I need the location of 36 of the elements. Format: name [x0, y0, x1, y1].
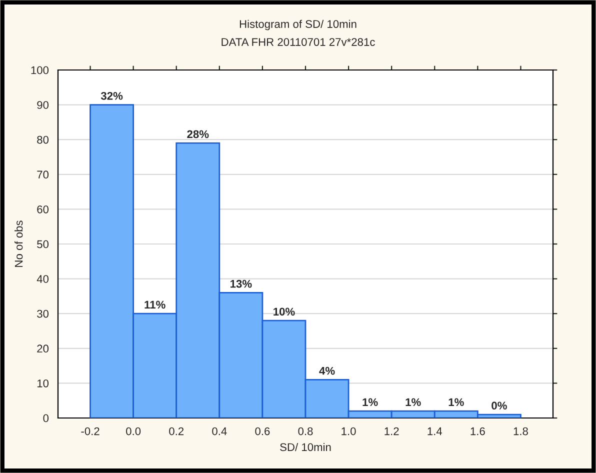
annotation: 1% — [448, 398, 464, 406]
chart-subtitle: DATA FHR 20110701 27v*281c — [222, 38, 375, 46]
x-tick-label: 1.2 — [384, 427, 399, 436]
x-tick-label: 1.6 — [470, 427, 485, 436]
x-tick-label: 1.4 — [428, 427, 442, 436]
y-tick-label: 80 — [37, 136, 49, 144]
x-tick-label: -0.2 — [81, 427, 100, 436]
annotation: 13% — [230, 280, 252, 288]
y-tick-label: 90 — [37, 101, 49, 109]
x-tick-label: 0.4 — [212, 427, 227, 436]
y-tick-label: 0 — [43, 414, 49, 422]
y-axis-title: No of obs — [14, 220, 23, 267]
annotation: 4% — [319, 366, 335, 375]
annotation: 10% — [274, 308, 295, 316]
y-tick-label: 30 — [37, 310, 49, 318]
x-tick-label: 0.6 — [255, 427, 270, 436]
y-tick-label: 50 — [37, 240, 49, 248]
x-tick-label: 0.0 — [126, 427, 141, 436]
x-tick-label: 0.2 — [169, 427, 184, 436]
annotation: 28% — [187, 130, 209, 138]
y-tick-label: 60 — [37, 205, 49, 214]
x-tick-label: 1.0 — [342, 427, 356, 436]
x-tick-label: 1.8 — [514, 427, 528, 436]
annotation: 1% — [362, 398, 378, 406]
annotation: 1% — [406, 398, 421, 406]
chart-title: Histogram of SD/ 10min — [240, 20, 356, 30]
annotation: 0% — [492, 402, 507, 410]
y-tick-label: 20 — [37, 344, 49, 353]
y-tick-label: 40 — [36, 275, 49, 283]
annotation: 11% — [144, 300, 166, 309]
y-tick-label: 10 — [37, 379, 49, 388]
annotation: 32% — [100, 92, 123, 100]
y-tick-label: 100 — [31, 66, 49, 74]
x-axis-title: SD/ 10min — [280, 442, 331, 452]
y-tick-label: 70 — [37, 170, 49, 179]
x-tick-label: 0.8 — [298, 427, 313, 436]
